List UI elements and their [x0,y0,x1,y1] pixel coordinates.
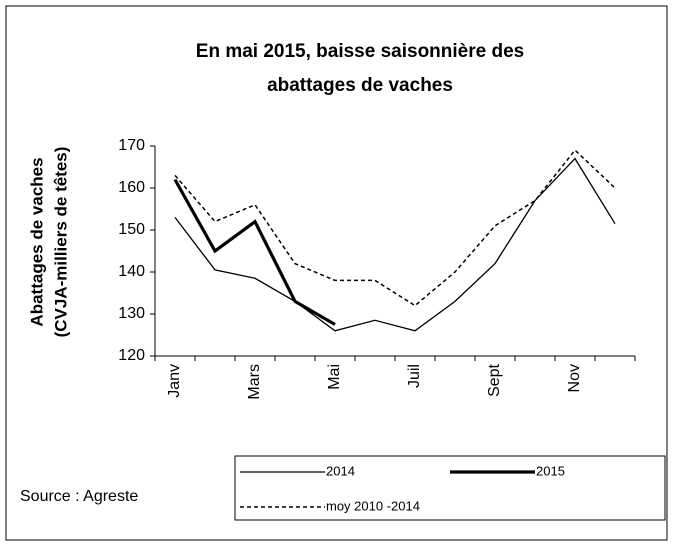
y-tick-label: 170 [118,137,145,154]
y-tick-label: 160 [118,179,145,196]
legend-box [234,455,666,521]
x-tick-label: Janv [166,364,183,398]
series-line [174,157,616,332]
y-tick-label: 130 [118,305,145,322]
legend-label: moy 2010 -2014 [326,498,420,513]
series-line [173,178,336,326]
y-axis-label: (CVJA-milliers de têtes) [51,147,70,338]
x-tick-label: Mai [326,364,343,390]
y-tick-label: 120 [118,347,145,364]
y-tick-label: 150 [118,221,145,238]
chart-title: En mai 2015, baisse saisonnière des [196,41,524,62]
chart-title: abattages de vaches [267,75,453,96]
x-tick-label: Sept [486,363,503,396]
y-axis-label: Abattages de vaches [27,157,46,326]
x-tick-label: Juil [406,364,423,388]
y-tick-label: 140 [118,263,145,280]
legend-label: 2015 [536,463,565,478]
legend-label: 2014 [326,463,355,478]
x-tick-label: Mars [246,364,263,400]
chart-border [5,5,668,541]
x-tick-label: Nov [566,364,583,392]
source: Source : Agreste [20,488,138,505]
series-line [174,149,616,307]
